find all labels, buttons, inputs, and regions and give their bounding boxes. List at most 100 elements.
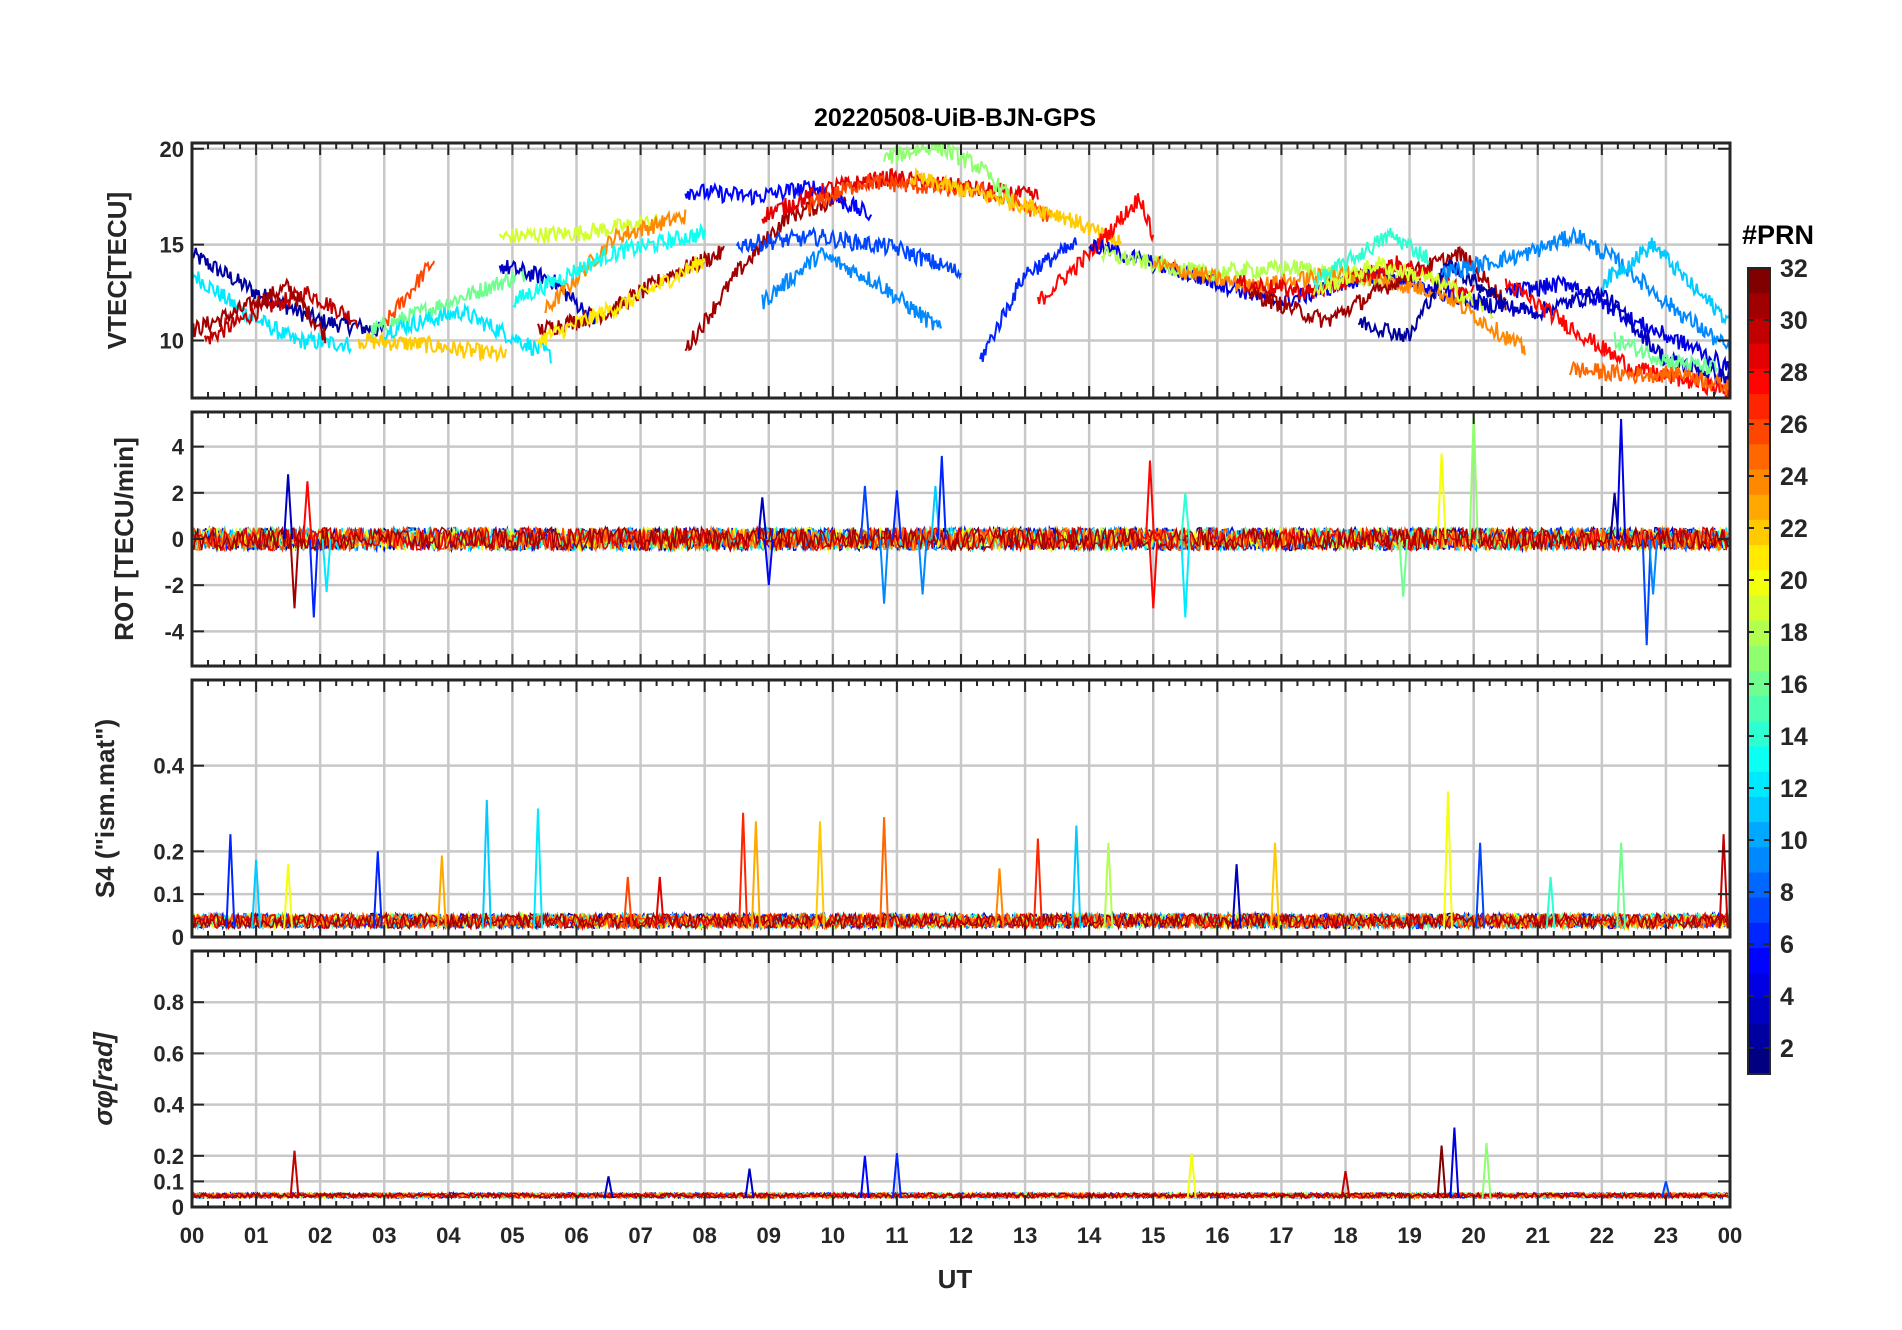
x-axis-label: UT (938, 1264, 973, 1294)
colorbar-segment (1748, 620, 1770, 647)
peak-prn-16 (1398, 538, 1409, 597)
panel-2-data (192, 412, 1730, 666)
colorbar-segment (1748, 847, 1770, 874)
peak-prn-16 (1616, 842, 1627, 929)
colorbar-segment (1748, 595, 1770, 622)
peak-prn-4 (1616, 418, 1627, 540)
peak-prn-11 (481, 799, 492, 929)
vtec-line-prn-31 (192, 277, 327, 344)
x-tick-label: 18 (1333, 1223, 1357, 1248)
y-tick-label: 0 (172, 527, 184, 552)
peak-prn-6 (372, 851, 383, 929)
vtec-line-prn-22 (357, 332, 507, 363)
x-tick-label: 11 (885, 1223, 908, 1248)
x-tick-label: 12 (949, 1223, 973, 1248)
colorbar-tick-label: 8 (1780, 879, 1794, 907)
peak-prn-9 (917, 538, 928, 595)
panel-4: 00.10.2 0.4 0.6 0.8 σφ[rad] 00 01 02 03 04 05 06 07 0… (88, 949, 1742, 1248)
peak-prn-12 (533, 808, 543, 929)
colorbar-tick-label: 22 (1780, 515, 1808, 543)
peak-prn-6 (225, 834, 236, 929)
colorbar-segment (1748, 796, 1770, 824)
vtec-line-prn-7 (735, 226, 962, 280)
y-tick-label: 0.1 (153, 1169, 184, 1194)
peak-prn-23 (436, 855, 447, 929)
peak-prn-4 (1449, 1127, 1460, 1199)
peak-prn-30 (1718, 834, 1729, 929)
noise-line-prn-31 (192, 910, 1729, 931)
colorbar-tick-label: 20 (1780, 567, 1808, 595)
x-tick-label: 09 (757, 1223, 781, 1248)
colorbar-tick-label: 10 (1780, 827, 1808, 855)
peak-prn-20 (1186, 1153, 1197, 1199)
peak-prn-7 (859, 485, 870, 540)
colorbar-tick-label: 28 (1780, 359, 1808, 387)
x-tick-label: 13 (1013, 1223, 1037, 1248)
vtec-line-prn-19 (1312, 256, 1494, 320)
colorbar-tick-label: 16 (1780, 671, 1808, 699)
y-tick-label: 0.6 (153, 1041, 184, 1066)
y-tick-label: 20 (160, 137, 184, 162)
colorbar-segment (1748, 570, 1770, 597)
colorbar-tick-label: 30 (1780, 307, 1808, 335)
axes-frame (190, 678, 1732, 939)
peak-prn-30 (289, 1150, 300, 1199)
y-tick-label: 0.2 (153, 1144, 184, 1169)
x-tick-label: 00 (180, 1223, 204, 1248)
x-tick-label: 04 (436, 1223, 461, 1248)
y-tick-label: 0.8 (153, 990, 184, 1015)
noise-line-prn-29 (192, 910, 1729, 932)
colorbar-segment (1748, 998, 1770, 1025)
vtec-line-prn-18 (1101, 245, 1398, 291)
noise-line-prn-31 (192, 525, 1729, 553)
vtec-line-prn-24 (1152, 255, 1526, 356)
colorbar-tick-label: 12 (1780, 775, 1808, 803)
peak-prn-28 (302, 481, 313, 540)
vtec-line-prn-25 (1568, 360, 1730, 396)
panel-1: 10 15 20 VTEC[TECU] (102, 137, 1732, 400)
x-tick-label: 00 (1718, 1223, 1742, 1248)
x-tick-label: 19 (1397, 1223, 1421, 1248)
peak-prn-7 (1641, 538, 1652, 646)
peak-prn-24 (994, 868, 1005, 929)
x-tick-label: 15 (1141, 1223, 1165, 1248)
colorbar-segment (1748, 519, 1770, 547)
y-tick-label: -2 (164, 573, 184, 598)
noise-line-prn-29 (192, 525, 1729, 554)
peak-prn-31 (289, 538, 300, 609)
vtec-line-prn-16 (1613, 331, 1719, 375)
peak-prn-6 (308, 538, 319, 618)
colorbar-segment (1748, 822, 1770, 849)
x-tick-label: 14 (1077, 1223, 1102, 1248)
vtec-line-prn-11 (1600, 237, 1730, 325)
colorbar-segment (1748, 268, 1770, 295)
x-tick-label: 23 (1654, 1223, 1678, 1248)
vtec-line-prn-30 (203, 285, 359, 345)
vtec-line-prn-2 (1357, 259, 1507, 342)
vtec-line-prn-9 (761, 246, 943, 331)
x-tick-label: 17 (1269, 1223, 1293, 1248)
colorbar-segment (1748, 696, 1770, 723)
x-tick-label: 06 (564, 1223, 588, 1248)
y-tick-label: -4 (164, 619, 184, 644)
y-tick-label: 0.1 (153, 882, 184, 907)
peak-prn-17 (1481, 1142, 1492, 1199)
colorbar-tick-label: 26 (1780, 411, 1808, 439)
peak-prn-28 (1148, 538, 1159, 609)
x-tick-label: 10 (821, 1223, 845, 1248)
colorbar-segment (1748, 318, 1770, 345)
peak-prn-27 (1032, 838, 1043, 929)
vtec-line-prn-4 (1504, 274, 1730, 378)
vtec-line-prn-31 (1248, 246, 1507, 328)
peak-prn-18 (1103, 842, 1114, 929)
y-axis-label: S4 ("ism.mat") (90, 719, 120, 898)
colorbar-frame (1747, 267, 1771, 1075)
y-tick-label: 0.4 (153, 1093, 184, 1118)
colorbar-segment (1748, 545, 1770, 572)
colorbar-segment (1748, 368, 1770, 395)
peak-prn-32 (1436, 1145, 1447, 1199)
vtec-line-prn-13 (512, 222, 706, 308)
peak-prn-14 (1545, 876, 1556, 929)
